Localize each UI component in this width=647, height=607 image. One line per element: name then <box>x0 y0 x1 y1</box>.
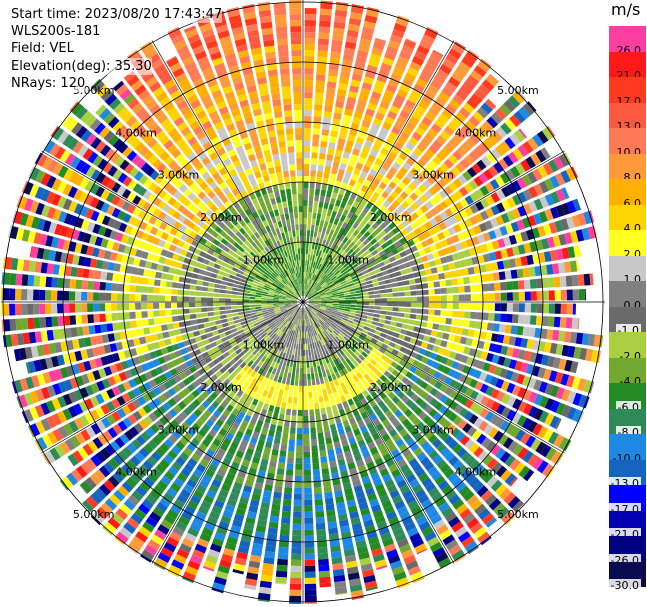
range-ring-label: 2.00km <box>370 211 412 224</box>
range-ring-label: 3.00km <box>158 423 200 436</box>
field-text: Field: VEL <box>11 40 74 58</box>
azimuth-line <box>151 301 304 564</box>
range-ring-label: 3.00km <box>158 169 200 182</box>
range-ring-label: 2.00km <box>370 381 412 394</box>
colorbar-bin: -6.0 <box>609 383 646 414</box>
device-name-text: WLS200s-181 <box>11 23 101 41</box>
colorbar-bin: 6.0 <box>609 179 646 210</box>
colorbar-bin: -10.0 <box>609 434 646 465</box>
azimuth-line <box>302 301 565 454</box>
colorbar-bin: -30.0 <box>608 561 646 592</box>
azimuth-line <box>302 150 565 303</box>
range-ring-label: 5.00km <box>497 84 539 97</box>
colorbar-bin: -13.0 <box>608 459 646 490</box>
colorbar-bin: 8.0 <box>609 153 646 184</box>
colorbar-bin: -1.0 <box>609 306 646 337</box>
range-rings <box>1 0 605 604</box>
range-ring-label: 1.00km <box>327 254 369 267</box>
colorbar-bin: 17.0 <box>609 77 646 108</box>
colorbar-bin: -8.0 <box>609 408 646 439</box>
range-ring-label: 4.00km <box>115 466 157 479</box>
range-ring-label: 4.00km <box>455 126 497 139</box>
range-ring-label: 1.00km <box>243 254 285 267</box>
colorbar-bin: 1.0 <box>609 255 646 286</box>
range-ring-label: 1.00km <box>243 338 285 351</box>
azimuth-line <box>41 150 304 303</box>
colorbar: 26.0 21.0 17.0 13.0 10.0 8.0 6.0 4.0 2.0 1.0 0.0 -1… <box>608 26 646 592</box>
colorbar-label: -30.0 <box>608 579 641 592</box>
azimuth-line <box>41 301 304 454</box>
colorbar-bin: 10.0 <box>609 128 646 159</box>
colorbar-bin: 13.0 <box>609 102 646 133</box>
range-ring-label: 4.00km <box>455 466 497 479</box>
colorbar-bin: 2.0 <box>609 230 646 261</box>
colorbar-bin: -2.0 <box>609 332 646 363</box>
range-ring-label: 3.00km <box>412 169 454 182</box>
colorbar-bin: -26.0 <box>608 536 646 567</box>
nrays-text: NRays: 120 <box>11 74 86 93</box>
range-ring-label: 3.00km <box>412 423 454 436</box>
range-ring-label: 2.00km <box>200 211 242 224</box>
colorbar-bin: 26.0 <box>609 26 646 57</box>
start-time-text: Start time: 2023/08/20 17:43:47 <box>11 6 223 24</box>
colorbar-bin: -21.0 <box>608 510 646 541</box>
range-ring-label: 5.00km <box>497 508 539 521</box>
colorbar-bin: 4.0 <box>609 204 646 235</box>
elevation-text: Elevation(deg): 35.30 <box>11 57 152 75</box>
colorbar-bin: -4.0 <box>609 357 646 388</box>
azimuth-line <box>302 40 455 303</box>
colorbar-bin: 21.0 <box>609 51 646 82</box>
azimuth-line <box>302 301 455 564</box>
azimuth-line <box>151 40 304 303</box>
colorbar-bin: 0.0 <box>609 281 646 312</box>
scan-info: Start time: 2023/08/20 17:43:47 WLS200s-… <box>11 6 223 93</box>
range-ring-label: 2.00km <box>200 381 242 394</box>
range-ring-label: 1.00km <box>327 338 369 351</box>
range-ring-label: 4.00km <box>115 126 157 139</box>
colorbar-unit: m/s <box>611 0 641 19</box>
colorbar-bin: -17.0 <box>608 485 646 516</box>
range-ring-label: 5.00km <box>73 508 115 521</box>
